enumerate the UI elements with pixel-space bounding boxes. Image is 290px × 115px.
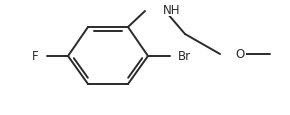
Text: O: O (235, 48, 245, 61)
Text: Br: Br (178, 50, 191, 63)
Text: F: F (32, 50, 38, 63)
Text: NH: NH (163, 3, 180, 16)
